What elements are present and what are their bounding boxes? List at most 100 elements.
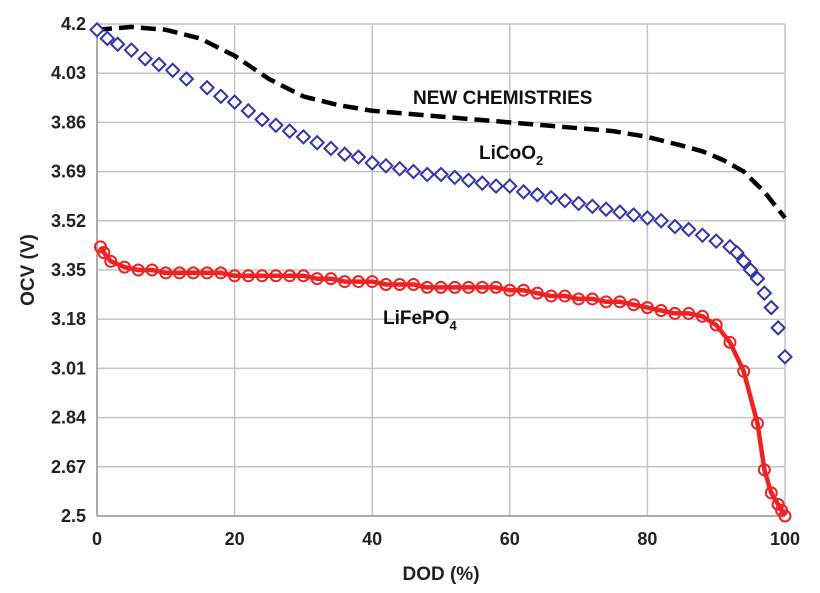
annotation-lifepo4-main: LiFePO	[383, 308, 450, 329]
lifepo4-point	[118, 260, 132, 274]
lifepo4-point	[406, 277, 420, 291]
licoo2-point	[391, 160, 408, 177]
annotation-lifepo4-subscript: 4	[450, 318, 458, 333]
lifepo4-point	[200, 266, 214, 280]
lifepo4-point	[668, 306, 682, 320]
lifepo4-point	[723, 335, 737, 349]
lifepo4-point	[695, 309, 709, 323]
annotation-licoo2-main: LiCoO	[479, 143, 536, 164]
licoo2-point	[611, 204, 628, 221]
lifepo4-point	[434, 280, 448, 294]
y-tick-label: 4.03	[51, 63, 86, 83]
lifepo4-point	[448, 280, 462, 294]
licoo2-point	[199, 79, 215, 96]
lifepo4-point	[558, 289, 572, 303]
annotation-new-chemistries: NEW CHEMISTRIES	[413, 88, 592, 109]
lifepo4-point	[97, 246, 111, 260]
lifepo4-point	[585, 292, 599, 306]
licoo2-point	[694, 227, 711, 244]
series-line-new-chemistries	[96, 24, 787, 220]
licoo2-point	[742, 262, 759, 278]
y-axis-title: OCV (V)	[18, 234, 39, 306]
lifepo4-point	[393, 277, 407, 291]
licoo2-point	[556, 192, 573, 209]
series-layer	[89, 21, 793, 523]
licoo2-point	[405, 163, 422, 180]
licoo2-point	[488, 178, 504, 194]
x-tick-label: 40	[362, 529, 382, 549]
lifepo4-point	[778, 509, 792, 523]
lifepo4-point	[104, 254, 118, 268]
licoo2-point	[164, 62, 181, 79]
lifepo4-point	[757, 463, 771, 477]
lifepo4-point	[613, 295, 627, 309]
lifepo4-point	[420, 280, 434, 294]
lifepo4-point	[338, 275, 352, 289]
lifepo4-point	[475, 280, 489, 294]
lifepo4-point	[764, 486, 778, 500]
lifepo4-point	[296, 269, 310, 283]
lifepo4-point	[750, 416, 764, 430]
y-tick-label: 3.86	[51, 112, 86, 132]
lifepo4-point	[214, 266, 228, 280]
licoo2-point	[584, 198, 601, 215]
licoo2-point	[460, 172, 477, 189]
lifepo4-point	[283, 269, 297, 283]
tick-labels: 0 20 40 60 80 100 4.2 4.03 3.86 3.69 3.52 3.35 3.18 3…	[51, 14, 800, 549]
licoo2-point	[309, 134, 326, 151]
annotation-licoo2-subscript: 2	[536, 153, 543, 168]
licoo2-point	[708, 233, 725, 249]
y-tick-label: 4.2	[61, 14, 86, 34]
licoo2-point	[323, 140, 339, 157]
licoo2-point	[570, 195, 587, 212]
licoo2-point	[364, 155, 381, 171]
licoo2-point	[137, 50, 154, 67]
lifepo4-point	[709, 318, 723, 332]
licoo2-point	[254, 111, 271, 128]
x-tick-label: 60	[500, 529, 520, 549]
lifepo4-point	[462, 280, 476, 294]
lifepo4-point	[365, 275, 379, 289]
x-tick-label: 20	[225, 529, 245, 549]
y-tick-label: 2.84	[51, 408, 86, 428]
lifepo4-point	[186, 266, 200, 280]
licoo2-point	[653, 212, 670, 229]
lifepo4-point	[131, 263, 145, 277]
x-tick-label: 100	[770, 529, 800, 549]
licoo2-point	[226, 94, 243, 111]
licoo2-point	[728, 244, 745, 261]
annotation-licoo2: LiCoO2	[479, 143, 543, 168]
licoo2-point	[99, 30, 116, 47]
lifepo4-point	[640, 301, 654, 315]
lifepo4-point	[503, 283, 517, 297]
licoo2-point	[501, 178, 518, 194]
licoo2-point	[281, 123, 298, 139]
x-axis-title: DOD (%)	[402, 564, 479, 585]
licoo2-point	[109, 36, 126, 53]
licoo2-point	[625, 207, 642, 223]
licoo2-point	[212, 88, 229, 105]
licoo2-point	[240, 102, 257, 119]
lifepo4-point	[572, 292, 586, 306]
licoo2-point	[446, 169, 463, 186]
licoo2-point	[151, 56, 167, 73]
licoo2-point	[295, 128, 312, 145]
lifepo4-point	[737, 364, 751, 378]
lifepo4-point	[173, 266, 187, 280]
lifepo4-point	[379, 277, 393, 291]
licoo2-point	[350, 149, 367, 166]
licoo2-point	[598, 201, 615, 218]
licoo2-point	[433, 166, 449, 183]
y-tick-label: 3.69	[51, 162, 86, 182]
lifepo4-point	[241, 269, 255, 283]
annotation-lifepo4: LiFePO4	[383, 308, 458, 333]
licoo2-point	[770, 319, 787, 336]
licoo2-point	[543, 189, 559, 206]
licoo2-point	[123, 42, 140, 58]
licoo2-point	[515, 183, 532, 200]
lifepo4-point	[145, 263, 159, 277]
lifepo4-point	[269, 269, 283, 283]
lifepo4-point	[599, 295, 613, 309]
licoo2-point	[749, 270, 766, 287]
